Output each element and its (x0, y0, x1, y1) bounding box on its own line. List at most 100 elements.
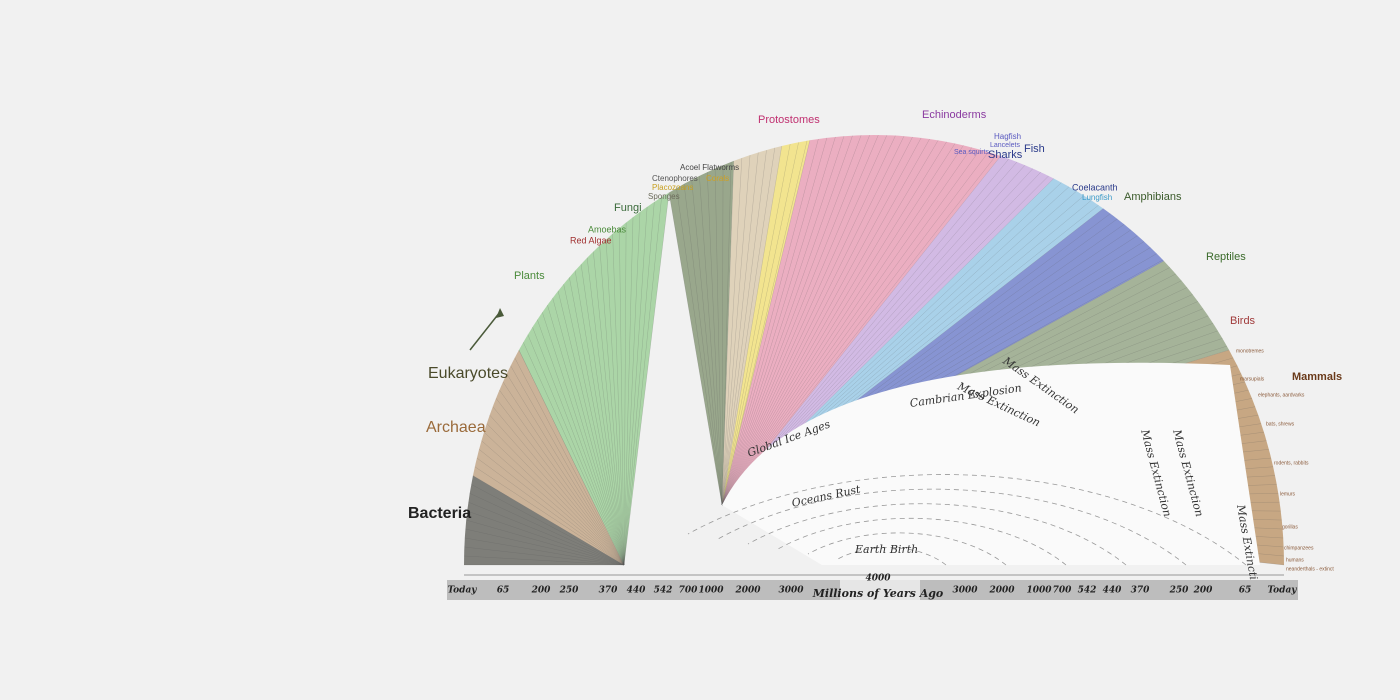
branch (467, 510, 625, 566)
branch (721, 136, 905, 506)
branch (721, 137, 922, 506)
branch (676, 188, 723, 506)
axis-tick-label: 1000 (698, 586, 724, 596)
branch (721, 147, 972, 506)
axis-tick-label: 200 (1193, 586, 1214, 596)
branch (714, 168, 723, 506)
branch (721, 152, 759, 506)
branch (721, 147, 776, 506)
axis-tick-label: 2000 (988, 586, 1015, 596)
ring (837, 547, 947, 566)
group-label: Eukaryotes (428, 365, 508, 382)
group-label: Archaea (426, 419, 486, 436)
branch (563, 283, 625, 566)
species-labels: monotremes marsupials elephants, aardvarks… (1236, 348, 1334, 572)
branch (474, 466, 625, 566)
axis-tick-label: 2000 (734, 586, 761, 596)
branch (464, 537, 625, 566)
species-label: humans (1286, 557, 1304, 563)
wedge (464, 475, 624, 565)
branch (721, 144, 791, 506)
branch (537, 319, 625, 566)
branch (476, 457, 625, 566)
group-label: Birds (1230, 315, 1256, 327)
branch (523, 342, 625, 566)
species-label: lemurs (1280, 491, 1296, 497)
branch (721, 160, 734, 506)
arrow-head (496, 308, 504, 318)
branch (574, 270, 625, 566)
branch (721, 135, 862, 506)
axis-tick-label: 250 (1169, 586, 1190, 596)
group-label: Sponges (648, 192, 680, 201)
branch (586, 257, 625, 566)
axis-tick-label: 370 (599, 586, 619, 596)
branch (721, 140, 939, 506)
group-label: Fish (1024, 143, 1045, 155)
tree-wedges (464, 134, 1285, 576)
axis-tick-label: 3000 (952, 586, 978, 596)
group-label: Echinoderms (922, 109, 987, 121)
branch (502, 381, 625, 566)
axis-tick-label: 700 (1053, 586, 1073, 596)
branch (721, 134, 870, 506)
branch (721, 155, 751, 506)
branch (623, 217, 634, 566)
axis-tick-label: 3000 (778, 586, 804, 596)
group-label: Sharks (988, 149, 1023, 161)
wedge (518, 192, 669, 565)
branch (623, 201, 655, 566)
branch (599, 245, 625, 566)
wedge (472, 350, 624, 565)
branch (486, 423, 625, 566)
group-label: Hagfish (994, 132, 1021, 141)
branch (721, 145, 782, 506)
wedge (669, 160, 734, 505)
branch (721, 143, 956, 506)
group-label: Reptiles (1206, 251, 1246, 263)
branch (552, 297, 625, 566)
branch (527, 334, 625, 566)
branch (721, 134, 879, 506)
axis-tick-label: 542 (1078, 586, 1097, 596)
branch (668, 192, 723, 506)
branch (492, 406, 625, 566)
group-label: Amoebas (588, 224, 627, 234)
branch (612, 233, 625, 566)
branch (721, 140, 811, 506)
branch (465, 528, 625, 566)
ring (807, 532, 1007, 566)
branch (472, 475, 625, 566)
branch (699, 175, 723, 506)
branch (721, 165, 724, 506)
group-label: Fungi (614, 202, 642, 214)
branch (510, 365, 625, 566)
branch (721, 142, 799, 506)
group-label: Plants (514, 270, 545, 282)
wedge (722, 146, 782, 505)
branch (721, 136, 845, 506)
species-label: elephants, aardvarks (1258, 392, 1305, 398)
axis-tick-label: 65 (1239, 586, 1252, 596)
branch (464, 546, 625, 566)
species-label: bats, shrews (1266, 421, 1295, 427)
group-label: Coelacanth (1072, 182, 1118, 192)
branch (557, 290, 625, 566)
branch (623, 197, 662, 566)
branch (547, 304, 625, 566)
group-label: Red Algae (570, 235, 612, 245)
branch (721, 135, 896, 506)
branch (593, 251, 625, 566)
event-label: Earth Birth (854, 543, 918, 556)
group-label: Ctenophores (652, 174, 698, 183)
axis-tick-label: 1000 (1026, 586, 1052, 596)
branch (623, 222, 627, 566)
axis-tick-label: 542 (654, 586, 673, 596)
ring (777, 517, 1067, 566)
axis-tick-label: 250 (559, 586, 580, 596)
wedge (722, 140, 810, 505)
axis-tick-label: Today (447, 586, 477, 596)
axis-tick-label: 440 (627, 586, 647, 596)
branch (721, 149, 981, 506)
branch (721, 136, 913, 506)
